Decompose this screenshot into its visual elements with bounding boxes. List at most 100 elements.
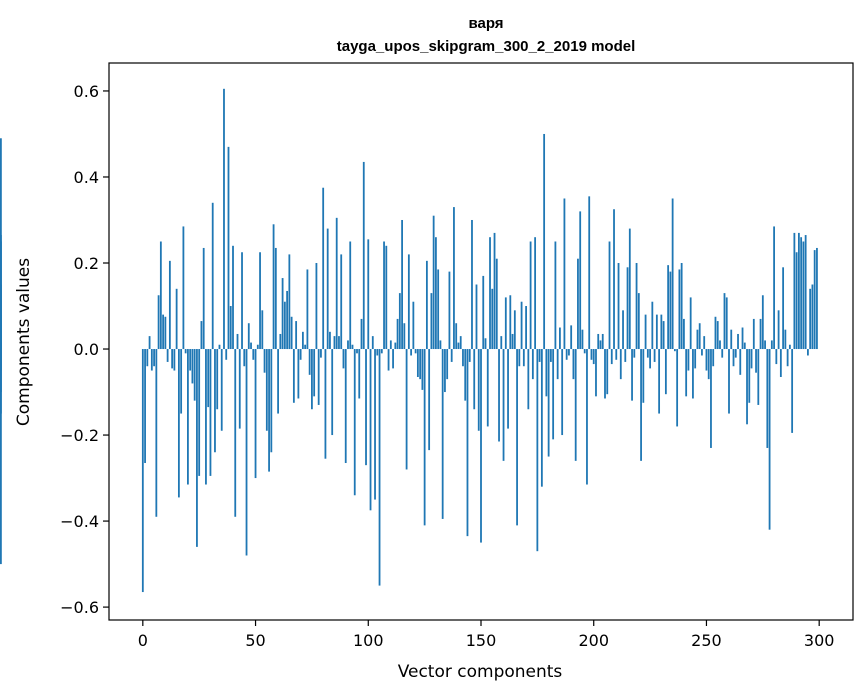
bar — [536, 349, 539, 552]
bar — [531, 349, 534, 380]
bar — [520, 301, 523, 350]
bar — [281, 278, 284, 350]
bar — [511, 333, 514, 350]
bar — [622, 310, 624, 350]
bar — [376, 349, 379, 356]
bar — [416, 349, 419, 377]
bar — [362, 161, 365, 350]
bar — [475, 284, 478, 350]
bar — [353, 349, 356, 496]
bar — [166, 349, 169, 362]
bar — [360, 318, 363, 350]
bar — [164, 316, 167, 350]
bar — [518, 349, 521, 367]
bar — [439, 340, 442, 350]
y-tick-label: 0.0 — [74, 340, 99, 359]
bar — [389, 340, 392, 350]
bar — [716, 321, 719, 350]
bar — [347, 340, 349, 350]
bar — [146, 349, 149, 367]
x-tick-label: 200 — [578, 631, 609, 650]
bar — [200, 321, 203, 350]
bar — [712, 349, 715, 367]
y-tick-label: 0.6 — [74, 82, 99, 101]
bar — [554, 241, 557, 350]
bar — [804, 235, 807, 350]
bar — [292, 349, 295, 403]
bar — [459, 336, 462, 350]
bar — [624, 349, 627, 362]
bar — [680, 263, 683, 350]
bar — [653, 349, 656, 362]
bar — [216, 349, 219, 410]
bar — [748, 349, 751, 403]
bar — [664, 349, 667, 395]
bar — [272, 224, 275, 350]
bar — [256, 344, 259, 350]
bar — [245, 349, 248, 556]
bar — [529, 241, 532, 350]
bar — [595, 349, 597, 397]
bar — [202, 247, 205, 350]
bar — [168, 260, 171, 350]
bar — [455, 323, 458, 350]
bar — [333, 336, 336, 350]
bar — [473, 349, 476, 410]
bar — [701, 349, 703, 356]
bar — [660, 314, 663, 350]
bar — [297, 349, 300, 399]
bar — [155, 349, 158, 517]
bar — [509, 295, 512, 350]
bar — [730, 329, 733, 350]
bar — [435, 237, 437, 350]
bar — [396, 318, 399, 350]
bar — [719, 340, 721, 350]
bar — [692, 349, 694, 399]
bar — [187, 349, 189, 485]
bar — [795, 252, 798, 350]
bar — [480, 349, 482, 543]
bar — [288, 254, 291, 350]
bar — [263, 349, 266, 373]
bar — [342, 349, 345, 369]
bar — [802, 241, 805, 350]
bar — [453, 207, 455, 350]
bar — [317, 349, 320, 405]
bar — [250, 342, 252, 350]
bar — [457, 342, 460, 350]
bar — [464, 349, 467, 401]
bar — [182, 226, 185, 350]
bar — [777, 310, 780, 350]
bar — [486, 349, 489, 427]
bar — [757, 349, 760, 405]
bar — [311, 349, 313, 410]
bar — [299, 349, 302, 360]
bar — [703, 336, 706, 350]
bar — [141, 349, 144, 593]
bar — [723, 293, 726, 350]
bar — [579, 211, 582, 350]
bar — [236, 333, 239, 350]
bar — [588, 196, 591, 350]
bar — [590, 349, 593, 360]
bar — [543, 133, 546, 350]
bar — [784, 329, 787, 350]
bar — [196, 349, 198, 547]
bar — [759, 318, 762, 350]
bar — [232, 245, 234, 350]
x-axis-ticks: 0 50 100 150 200 250 300 — [138, 620, 834, 650]
y-tick-label: 0.2 — [74, 254, 99, 273]
bar — [538, 349, 541, 362]
bar — [637, 293, 640, 350]
bar — [549, 349, 552, 362]
bar — [513, 310, 516, 350]
bar — [615, 349, 618, 360]
bar — [444, 349, 446, 393]
bar — [504, 297, 507, 350]
chart-title: варя — [468, 15, 503, 32]
bar — [683, 318, 685, 350]
x-tick-label: 250 — [691, 631, 722, 650]
bar — [331, 349, 334, 436]
bar — [545, 349, 548, 397]
bar — [279, 333, 282, 350]
